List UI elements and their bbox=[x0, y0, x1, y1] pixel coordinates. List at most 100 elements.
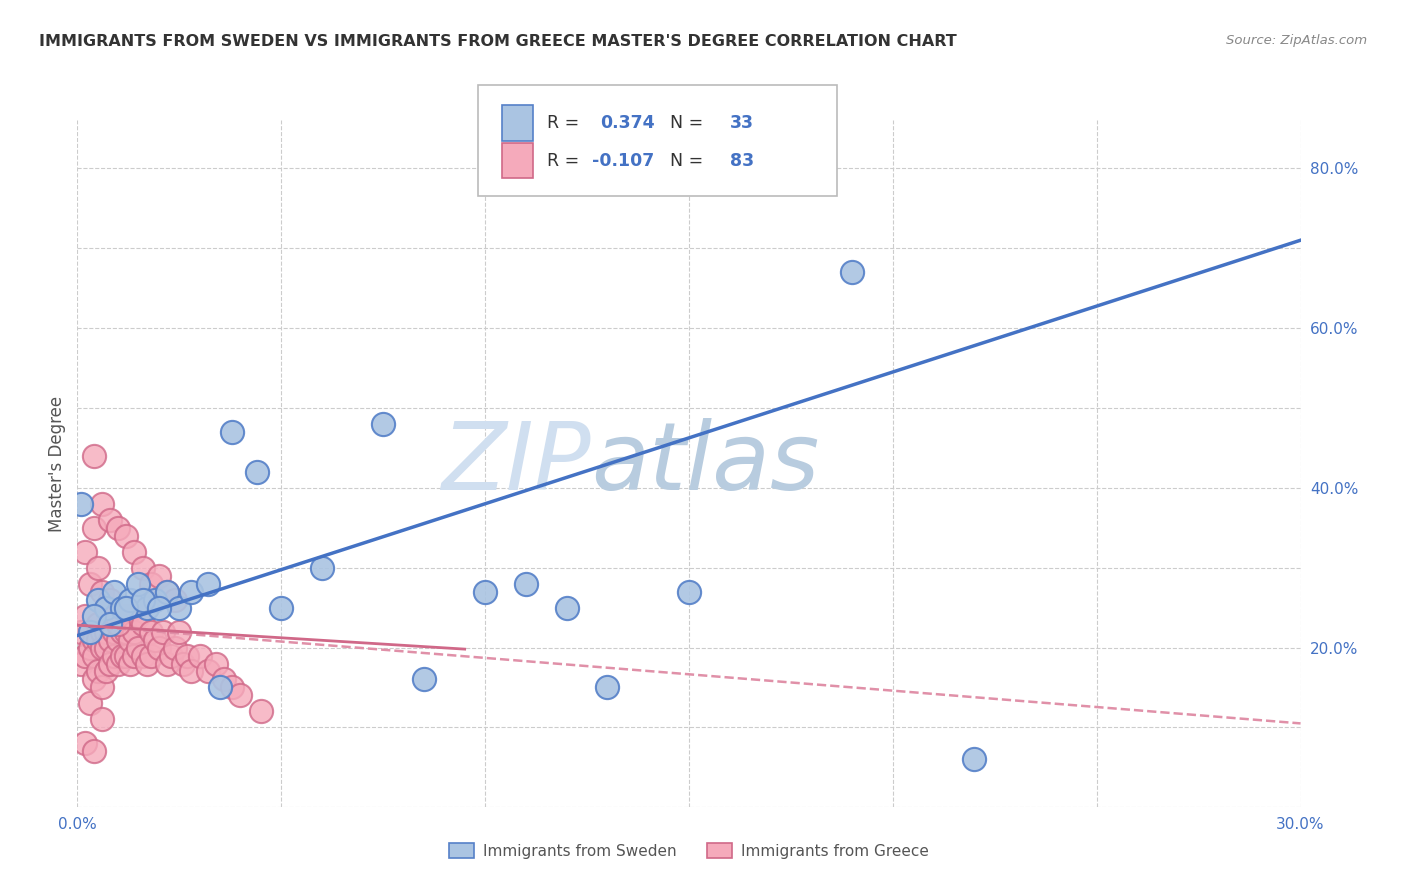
Point bbox=[94, 600, 117, 615]
Point bbox=[963, 752, 986, 766]
Point bbox=[87, 560, 110, 574]
Point bbox=[98, 616, 121, 631]
Point bbox=[120, 632, 142, 647]
Point bbox=[212, 673, 235, 687]
Point bbox=[107, 632, 129, 647]
Point bbox=[124, 648, 146, 663]
Point bbox=[90, 624, 112, 639]
Point bbox=[124, 544, 146, 558]
Point bbox=[515, 576, 537, 591]
Point bbox=[156, 657, 179, 671]
Point bbox=[79, 576, 101, 591]
Point bbox=[270, 600, 292, 615]
Point bbox=[371, 417, 394, 431]
Point bbox=[83, 449, 105, 463]
Point bbox=[124, 624, 146, 639]
Point bbox=[139, 648, 162, 663]
Point bbox=[135, 657, 157, 671]
Point bbox=[413, 673, 436, 687]
Point bbox=[75, 608, 97, 623]
Text: N =: N = bbox=[659, 114, 709, 132]
Point bbox=[115, 608, 138, 623]
Point bbox=[197, 665, 219, 679]
Text: -0.107: -0.107 bbox=[592, 152, 654, 169]
Point bbox=[160, 648, 183, 663]
Point bbox=[83, 648, 105, 663]
Point bbox=[152, 624, 174, 639]
Point bbox=[94, 640, 117, 655]
Point bbox=[90, 640, 112, 655]
Point bbox=[98, 592, 121, 607]
Point bbox=[176, 648, 198, 663]
Point bbox=[208, 681, 231, 695]
Point bbox=[107, 657, 129, 671]
Point bbox=[188, 648, 211, 663]
Point bbox=[90, 584, 112, 599]
Point bbox=[246, 465, 269, 479]
Point bbox=[596, 681, 619, 695]
Point bbox=[678, 584, 700, 599]
Point bbox=[83, 744, 105, 758]
Point bbox=[131, 648, 153, 663]
Point bbox=[79, 697, 101, 711]
Point bbox=[87, 616, 110, 631]
Point bbox=[127, 608, 149, 623]
Point bbox=[127, 576, 149, 591]
Point bbox=[87, 632, 110, 647]
Point bbox=[87, 592, 110, 607]
Point bbox=[180, 584, 202, 599]
Point bbox=[148, 600, 170, 615]
Point bbox=[156, 584, 179, 599]
Point bbox=[165, 592, 187, 607]
Point bbox=[143, 592, 166, 607]
Point bbox=[131, 592, 153, 607]
Point bbox=[111, 624, 134, 639]
Text: Source: ZipAtlas.com: Source: ZipAtlas.com bbox=[1226, 34, 1367, 47]
Point bbox=[139, 576, 162, 591]
Point bbox=[841, 265, 863, 279]
Point bbox=[205, 657, 228, 671]
Point bbox=[229, 689, 252, 703]
Point bbox=[180, 665, 202, 679]
Point bbox=[79, 624, 101, 639]
Point bbox=[79, 624, 101, 639]
Point bbox=[143, 632, 166, 647]
Point bbox=[115, 529, 138, 543]
Point bbox=[148, 568, 170, 582]
Point bbox=[131, 560, 153, 574]
Legend: Immigrants from Sweden, Immigrants from Greece: Immigrants from Sweden, Immigrants from … bbox=[443, 837, 935, 865]
Point bbox=[98, 616, 121, 631]
Point bbox=[120, 657, 142, 671]
Point bbox=[75, 648, 97, 663]
Point bbox=[70, 657, 93, 671]
Point bbox=[131, 616, 153, 631]
Point bbox=[111, 648, 134, 663]
Point bbox=[83, 521, 105, 535]
Point bbox=[103, 608, 125, 623]
Point bbox=[94, 600, 117, 615]
Point bbox=[221, 681, 243, 695]
Text: 33: 33 bbox=[730, 114, 754, 132]
Point bbox=[250, 705, 273, 719]
Point bbox=[90, 681, 112, 695]
Point bbox=[111, 600, 134, 615]
Point bbox=[107, 521, 129, 535]
Text: atlas: atlas bbox=[591, 418, 820, 509]
Point bbox=[98, 632, 121, 647]
Point bbox=[165, 640, 187, 655]
Point bbox=[75, 544, 97, 558]
Point bbox=[107, 616, 129, 631]
Point bbox=[555, 600, 578, 615]
Point bbox=[156, 584, 179, 599]
Point bbox=[474, 584, 496, 599]
Point bbox=[87, 665, 110, 679]
Point bbox=[98, 513, 121, 527]
Point bbox=[90, 713, 112, 727]
Point bbox=[75, 736, 97, 750]
Y-axis label: Master's Degree: Master's Degree bbox=[48, 396, 66, 532]
Point bbox=[79, 640, 101, 655]
Point bbox=[94, 624, 117, 639]
Point bbox=[139, 624, 162, 639]
Point bbox=[83, 608, 105, 623]
Point bbox=[120, 592, 142, 607]
